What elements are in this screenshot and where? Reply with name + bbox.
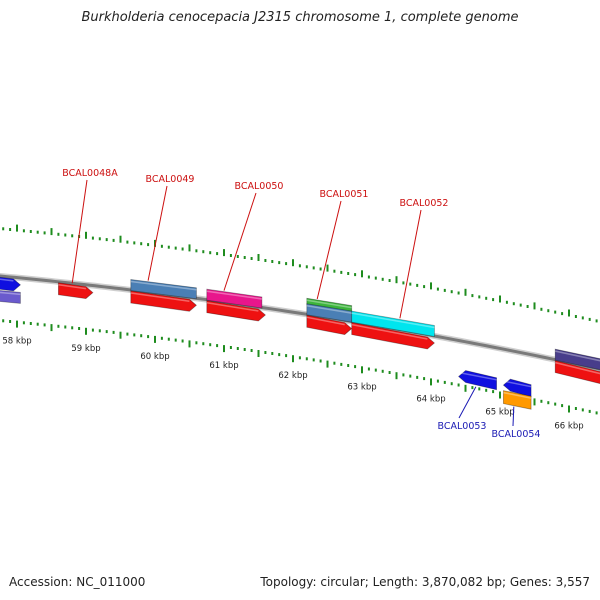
gene-features bbox=[0, 276, 600, 410]
scale-label: 60 kbp bbox=[140, 352, 169, 362]
gene-highlight bbox=[555, 350, 600, 362]
gene-feature[interactable] bbox=[502, 390, 532, 410]
gene-highlight bbox=[206, 290, 263, 300]
label-leader-line bbox=[399, 209, 422, 319]
gene-highlight bbox=[306, 299, 352, 309]
gene-feature[interactable] bbox=[554, 348, 600, 372]
gene-label[interactable]: BCAL0054 bbox=[492, 429, 541, 440]
gene-label[interactable]: BCAL0048A bbox=[62, 168, 118, 179]
genome-backbone bbox=[0, 274, 600, 371]
gene-feature[interactable] bbox=[457, 370, 498, 391]
label-leader-line bbox=[316, 200, 342, 300]
scale-label: 65 kbp bbox=[485, 408, 514, 418]
scale-label: 63 kbp bbox=[347, 382, 376, 392]
gene-label[interactable]: BCAL0051 bbox=[320, 189, 369, 200]
gene-labels: BCAL0048A BCAL0049 BCAL0050 BCAL0051 BCAL005… bbox=[62, 168, 540, 440]
scale-label: 58 kbp bbox=[2, 337, 31, 347]
gene-feature[interactable] bbox=[306, 314, 353, 336]
scale-label: 66 kbp bbox=[554, 422, 583, 432]
gene-feature[interactable] bbox=[0, 276, 22, 292]
scale-label: 59 kbp bbox=[71, 344, 100, 354]
label-leader-line bbox=[223, 192, 257, 291]
accession-text: Accession: NC_011000 bbox=[9, 575, 146, 589]
gene-highlight bbox=[306, 305, 352, 314]
gene-label[interactable]: BCAL0050 bbox=[235, 181, 284, 192]
gene-feature[interactable] bbox=[351, 322, 436, 350]
gene-label[interactable]: BCAL0053 bbox=[438, 421, 487, 432]
gene-highlight bbox=[503, 380, 532, 388]
gene-label[interactable]: BCAL0052 bbox=[400, 198, 449, 209]
gene-highlight bbox=[130, 292, 190, 303]
gene-feature[interactable] bbox=[206, 288, 263, 309]
label-leader-line bbox=[512, 406, 515, 427]
label-leaders bbox=[71, 179, 515, 427]
gene-feature[interactable] bbox=[58, 282, 94, 300]
tick-marks: 58 kbp 59 kbp 60 kbp 61 kbp 62 kbp 63 kbp 64 k… bbox=[2, 224, 598, 432]
gene-highlight bbox=[206, 301, 259, 312]
genome-summary-text: Topology: circular; Length: 3,870,082 bp… bbox=[260, 575, 590, 589]
gene-highlight bbox=[351, 323, 428, 340]
gene-feature[interactable] bbox=[554, 360, 600, 385]
map-title: Burkholderia cenocepacia J2315 chromosom… bbox=[81, 10, 519, 25]
label-leader-line bbox=[71, 179, 88, 284]
gene-highlight bbox=[503, 391, 532, 399]
gene-highlight bbox=[555, 361, 600, 375]
scale-label: 61 kbp bbox=[209, 361, 238, 371]
gene-highlight bbox=[306, 316, 345, 326]
gene-highlight bbox=[351, 312, 435, 329]
gene-feature[interactable] bbox=[130, 279, 197, 300]
gene-highlight bbox=[58, 284, 87, 290]
gene-feature[interactable] bbox=[130, 290, 198, 312]
gene-feature[interactable] bbox=[0, 290, 21, 304]
gene-feature[interactable] bbox=[502, 378, 532, 398]
label-leader-line bbox=[458, 386, 477, 419]
gene-highlight bbox=[130, 280, 197, 291]
scale-label: 64 kbp bbox=[416, 394, 445, 404]
gene-highlight bbox=[0, 278, 14, 282]
scale-label: 62 kbp bbox=[278, 371, 307, 381]
label-leader-line bbox=[147, 185, 168, 281]
gene-label[interactable]: BCAL0049 bbox=[146, 174, 195, 185]
gene-feature[interactable] bbox=[206, 300, 267, 322]
gene-highlight bbox=[0, 291, 21, 296]
gene-feature[interactable] bbox=[351, 310, 435, 337]
gene-highlight bbox=[458, 371, 497, 381]
